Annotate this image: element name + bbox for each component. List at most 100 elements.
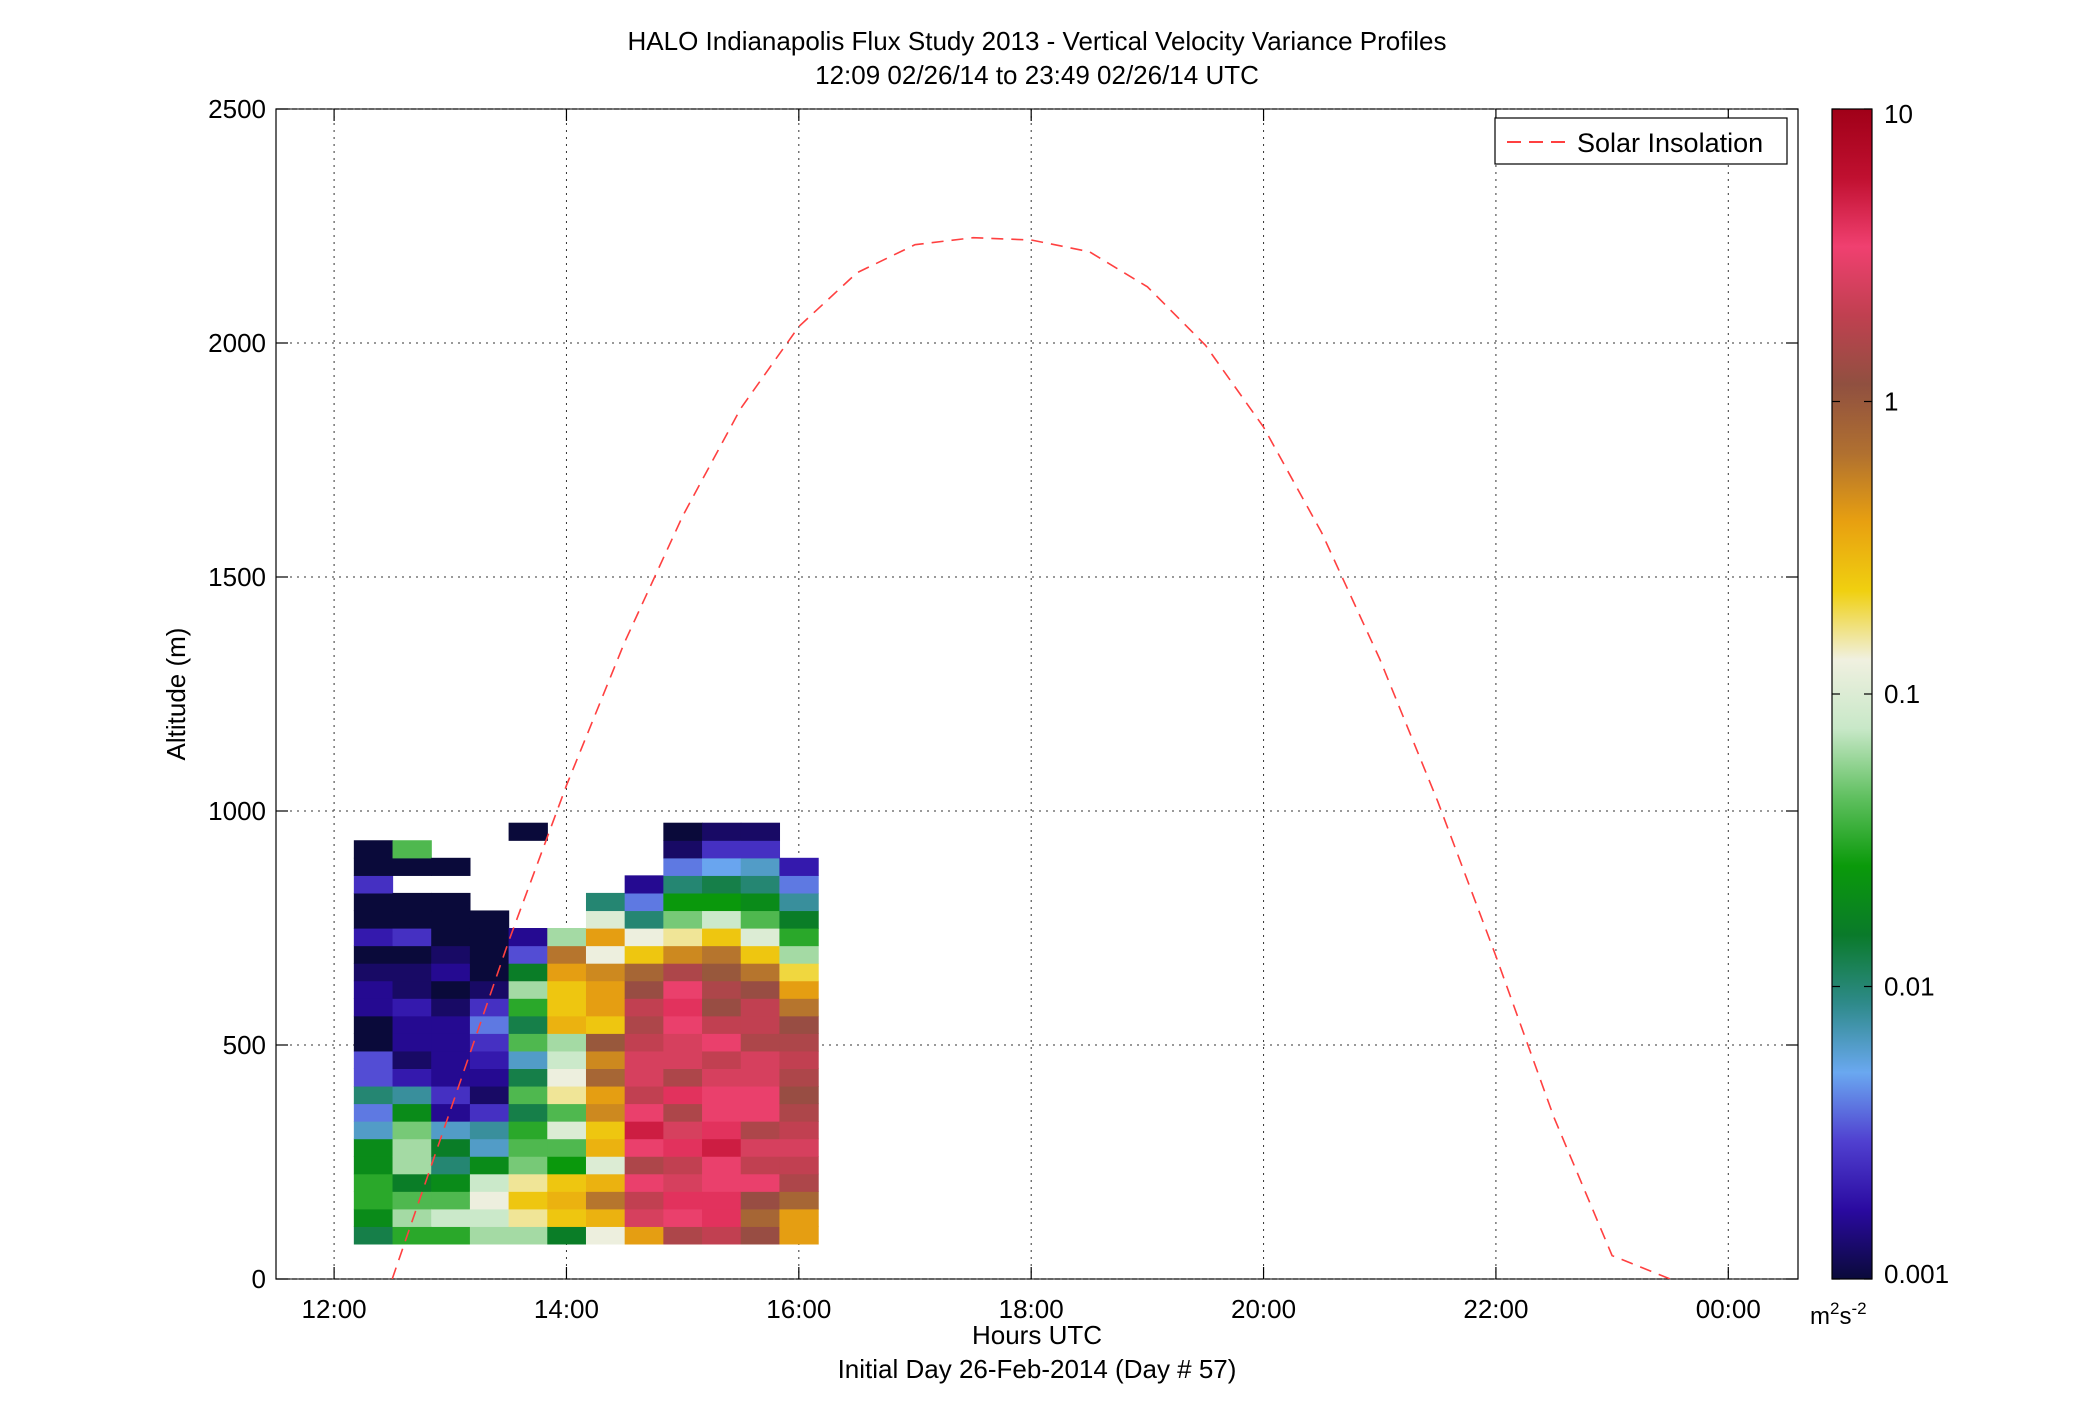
- heatmap-cell: [508, 1068, 548, 1087]
- heatmap-cell: [624, 1121, 664, 1140]
- heatmap-cell: [585, 998, 626, 1017]
- heatmap-cell: [547, 945, 587, 964]
- heatmap-cell: [624, 1033, 664, 1052]
- heatmap-cell: [547, 1156, 587, 1175]
- heatmap-cell: [469, 1033, 510, 1052]
- heatmap-cell: [663, 1208, 703, 1227]
- heatmap-cell: [431, 1173, 471, 1192]
- heatmap-cell: [353, 1103, 394, 1122]
- heatmap-cell: [663, 945, 703, 964]
- heatmap-cell: [392, 892, 432, 912]
- heatmap-cell: [508, 1208, 548, 1227]
- heatmap-cell: [469, 1121, 510, 1140]
- y-axis: 0 500 1000 1500 2000 2500: [208, 94, 1798, 1294]
- heatmap-cell: [508, 1173, 548, 1192]
- heatmap-cell: [469, 1138, 510, 1157]
- heatmap-cell: [702, 1156, 742, 1175]
- heatmap-cell: [740, 875, 781, 894]
- heatmap-cell: [702, 1103, 742, 1122]
- heatmap-cell: [392, 1033, 432, 1052]
- heatmap-cell: [547, 1103, 587, 1122]
- heatmap-cell: [353, 840, 394, 859]
- heatmap-cell: [624, 945, 664, 964]
- heatmap-cell: [585, 1156, 626, 1175]
- heatmap-cell: [353, 892, 394, 912]
- heatmap-cell: [547, 1173, 587, 1192]
- heatmap-cell: [469, 928, 510, 947]
- heatmap-cell: [740, 1015, 781, 1034]
- heatmap-cell: [431, 963, 471, 982]
- heatmap-cell: [702, 1085, 742, 1105]
- heatmap-cell: [624, 1103, 664, 1122]
- heatmap-cell: [585, 945, 626, 964]
- colorbar-tick-label-1: 1: [1884, 387, 1898, 417]
- heatmap-cell: [663, 822, 703, 841]
- heatmap-cell: [663, 980, 703, 999]
- heatmap-cell: [740, 892, 781, 912]
- heatmap-cell: [624, 1226, 664, 1245]
- x-tick-label-14-00: 14:00: [534, 1294, 599, 1324]
- heatmap-cell: [431, 1156, 471, 1175]
- heatmap-cell: [508, 963, 548, 982]
- heatmap-cell: [702, 945, 742, 964]
- heatmap-cell: [469, 1208, 510, 1227]
- heatmap-cell: [431, 910, 471, 929]
- series-line-solar-insolation: [391, 236, 1671, 1279]
- heatmap-cell: [353, 1015, 394, 1034]
- heatmap-cell: [740, 1050, 781, 1069]
- heatmap-cell: [392, 1121, 432, 1140]
- x-axis-label: Hours UTC: [972, 1320, 1102, 1350]
- heatmap-cell: [702, 1068, 742, 1087]
- heatmap-cell: [353, 963, 394, 982]
- colorbar-ticks: 0.001 0.01 0.1 1 10: [1832, 99, 1949, 1289]
- heatmap-cell: [547, 998, 587, 1017]
- heatmap-cell: [779, 1085, 819, 1105]
- heatmap-cell: [353, 910, 394, 929]
- heatmap-cell: [469, 980, 510, 999]
- heatmap-cell: [740, 1208, 781, 1227]
- heatmap-cell: [740, 928, 781, 947]
- heatmap-cell: [353, 1050, 394, 1069]
- heatmap-cell: [663, 1226, 703, 1245]
- series-layer: [391, 236, 1671, 1279]
- heatmap-cell: [353, 1173, 394, 1192]
- y-axis-label: Altitude (m): [161, 628, 191, 761]
- x-tick-label-00-00: 00:00: [1696, 1294, 1761, 1324]
- heatmap-cell: [469, 1050, 510, 1069]
- heatmap-cell: [779, 1138, 819, 1157]
- heatmap-cell: [547, 1033, 587, 1052]
- heatmap-cell: [585, 1173, 626, 1192]
- heatmap-cell: [392, 1015, 432, 1034]
- y-tick-label-0: 0: [252, 1264, 266, 1294]
- heatmap-cell: [392, 1103, 432, 1122]
- heatmap-cell: [663, 892, 703, 912]
- heatmap-cell: [431, 945, 471, 964]
- heatmap-cell: [353, 1121, 394, 1140]
- heatmap-cell: [740, 910, 781, 929]
- heatmap-cell: [740, 1191, 781, 1210]
- heatmap-cell: [663, 1085, 703, 1105]
- y-tick-label-2500: 2500: [208, 94, 266, 124]
- heatmap-cell: [740, 945, 781, 964]
- heatmap-cell: [392, 928, 432, 947]
- heatmap-cell: [779, 1033, 819, 1052]
- heatmap-cell: [624, 1138, 664, 1157]
- heatmap-cell: [585, 1208, 626, 1227]
- heatmap-cell: [663, 928, 703, 947]
- heatmap-cell: [469, 945, 510, 964]
- heatmap-cell: [624, 1015, 664, 1034]
- heatmap-cell: [353, 980, 394, 999]
- heatmap-cell: [624, 963, 664, 982]
- heatmap-cell: [469, 1191, 510, 1210]
- heatmap-cell: [547, 980, 587, 999]
- heatmap-cell: [740, 822, 781, 841]
- heatmap-cell: [469, 998, 510, 1017]
- heatmap-cell: [508, 1033, 548, 1052]
- legend-box: [1494, 117, 1788, 165]
- heatmap-cell: [624, 875, 664, 894]
- heatmap-cell: [702, 1050, 742, 1069]
- heatmap-cell: [624, 1068, 664, 1087]
- heatmap-cell: [624, 1085, 664, 1105]
- colorbar-tick-label-10: 10: [1884, 99, 1913, 129]
- heatmap-cell: [508, 1015, 548, 1034]
